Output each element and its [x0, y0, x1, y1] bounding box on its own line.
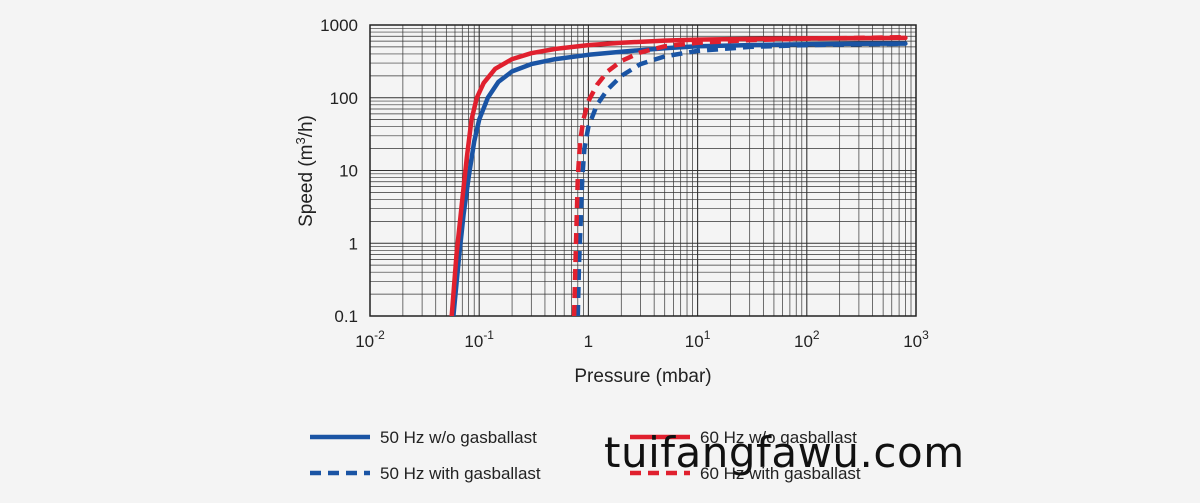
y-tick-label: 10 [339, 162, 358, 181]
x-tick-label: 1 [584, 332, 593, 351]
series-line-4 [571, 34, 906, 316]
x-tick-label: 10-1 [464, 328, 494, 351]
legend-label: 60 Hz w/o gasballast [700, 428, 857, 447]
plot-area-frame [369, 24, 917, 317]
y-axis-label-main: Speed (m [296, 145, 317, 227]
y-axis-label-tail: /h) [296, 115, 317, 137]
y-axis-label: Speed (m3/h) [293, 115, 317, 227]
y-tick-label: 0.1 [334, 307, 358, 326]
x-tick-label: 10-2 [355, 328, 385, 351]
y-tick-label: 1000 [320, 16, 358, 35]
legend-label: 60 Hz with gasballast [700, 464, 861, 483]
x-tick-label: 101 [685, 328, 711, 351]
legend-label: 50 Hz with gasballast [380, 464, 541, 483]
legend: 50 Hz w/o gasballast 50 Hz with gasballas… [310, 428, 861, 483]
series-layer [449, 34, 908, 316]
grid [370, 25, 916, 316]
y-axis-label-exp: 3 [293, 137, 308, 144]
series-line-1 [451, 41, 908, 316]
watermark: tuifangfawu.com [604, 428, 965, 477]
y-tick-label: 100 [330, 89, 358, 108]
legend-label: 50 Hz w/o gasballast [380, 428, 537, 447]
x-axis-label: Pressure (mbar) [574, 366, 711, 387]
series-line-3 [449, 35, 908, 316]
y-tick-label: 1 [349, 234, 358, 253]
x-tick-label: 103 [903, 328, 929, 351]
series-line-2 [575, 41, 906, 316]
tick-labels: 0.1 1 10 100 1000 10-2 10-1 1 101 102 103 [320, 16, 929, 351]
x-tick-label: 102 [794, 328, 820, 351]
